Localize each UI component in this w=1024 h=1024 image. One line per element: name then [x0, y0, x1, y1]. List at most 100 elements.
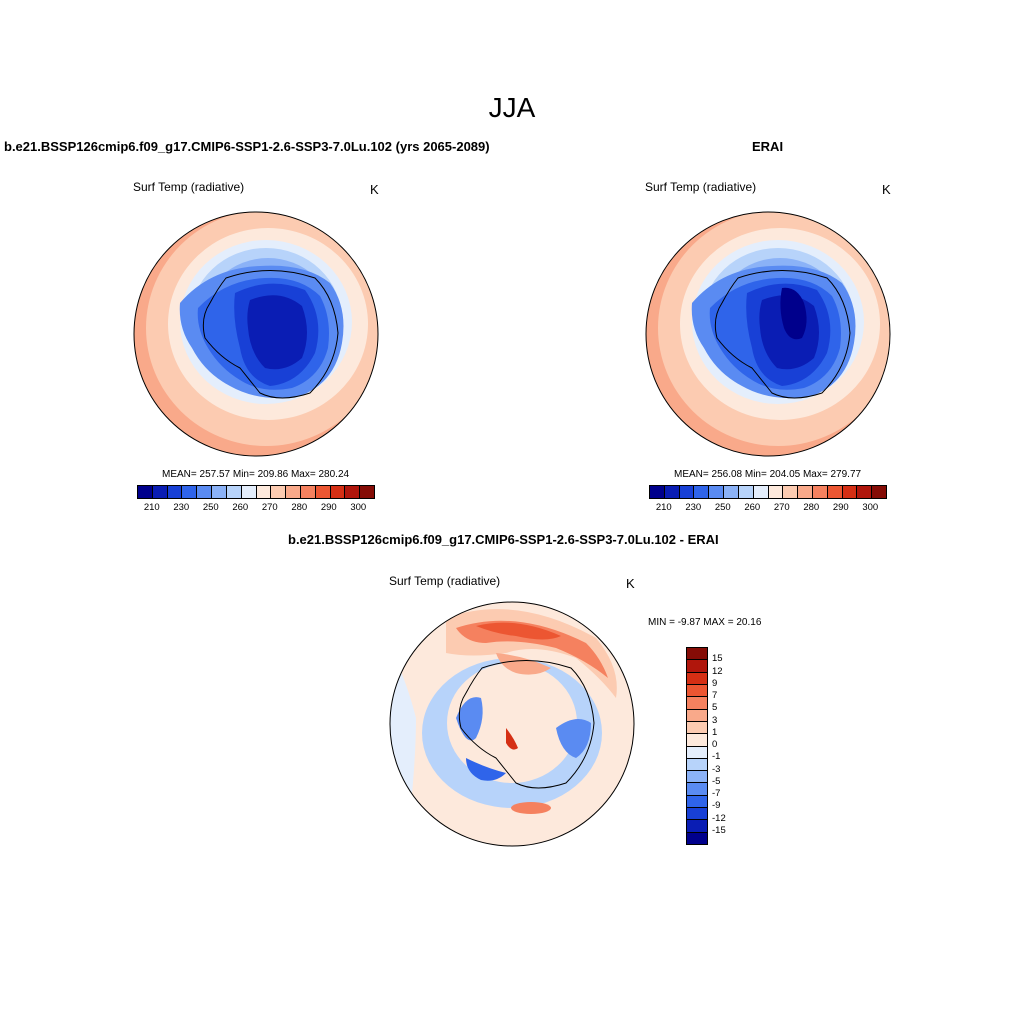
- colorbar-swatch: [286, 486, 301, 498]
- obs-variable-label: Surf Temp (radiative): [645, 180, 757, 194]
- colorbar-tick-label: 9: [712, 677, 718, 689]
- colorbar-swatch: [687, 771, 707, 784]
- diff-units-label: K: [626, 576, 635, 591]
- colorbar-swatch: [687, 746, 707, 759]
- colorbar-swatch: [687, 709, 707, 722]
- colorbar-swatch: [753, 486, 769, 498]
- colorbar-swatch: [182, 486, 198, 498]
- colorbar-swatch: [687, 648, 707, 661]
- colorbar-swatch: [687, 820, 707, 833]
- colorbar-swatch: [687, 721, 707, 735]
- colorbar-swatch: [167, 486, 183, 498]
- colorbar-tick-label: 300: [862, 502, 879, 513]
- colorbar-tick-label: 0: [712, 739, 718, 750]
- colorbar-swatch: [857, 486, 873, 498]
- colorbar-swatch: [138, 486, 153, 498]
- colorbar-tick-label: 230: [685, 502, 702, 513]
- colorbar-swatch: [768, 486, 784, 498]
- colorbar-swatch: [687, 758, 707, 772]
- colorbar-tick-label: 280: [291, 502, 308, 513]
- colorbar-swatch: [783, 486, 799, 498]
- diff-polar-map: [389, 601, 635, 847]
- colorbar-swatch: [687, 672, 707, 685]
- colorbar-swatch: [679, 486, 695, 498]
- colorbar-tick-label: 1: [712, 726, 718, 738]
- model-stats: MEAN= 257.57 Min= 209.86 Max= 280.24: [162, 469, 350, 480]
- colorbar-tick-label: -7: [712, 788, 721, 799]
- obs-colorbar: [649, 485, 887, 499]
- main-title: JJA: [488, 92, 536, 123]
- diff-variable-label: Surf Temp (radiative): [389, 574, 501, 588]
- colorbar-tick-label: 260: [744, 502, 761, 513]
- colorbar-swatch: [315, 486, 331, 498]
- colorbar-swatch: [687, 660, 707, 673]
- diff-colorbar: [686, 647, 708, 845]
- colorbar-tick-label: -5: [712, 775, 721, 787]
- colorbar-tick-label: 250: [202, 502, 219, 513]
- colorbar-swatch: [687, 832, 707, 844]
- colorbar-tick-label: 290: [320, 502, 337, 513]
- colorbar-swatch: [360, 486, 374, 498]
- colorbar-swatch: [152, 486, 168, 498]
- colorbar-swatch: [738, 486, 754, 498]
- colorbar-swatch: [241, 486, 257, 498]
- colorbar-tick-label: 250: [714, 502, 731, 513]
- obs-polar-map: [645, 211, 891, 457]
- colorbar-tick-label: 5: [712, 702, 718, 714]
- colorbar-tick-label: 210: [655, 502, 672, 513]
- colorbar-swatch: [687, 684, 707, 698]
- colorbar-tick-label: -12: [712, 812, 726, 824]
- colorbar-swatch: [687, 808, 707, 821]
- colorbar-swatch: [687, 783, 707, 796]
- model-colorbar-ticks: 210 230 250 260 270 280 290 300: [137, 502, 373, 516]
- model-panel-title: b.e21.BSSP126cmip6.f09_g17.CMIP6-SSP1-2.…: [4, 139, 490, 154]
- colorbar-tick-label: 300: [350, 502, 367, 513]
- colorbar-swatch: [330, 486, 346, 498]
- colorbar-swatch: [687, 697, 707, 710]
- colorbar-swatch: [271, 486, 287, 498]
- colorbar-swatch: [226, 486, 242, 498]
- diff-panel-title: b.e21.BSSP126cmip6.f09_g17.CMIP6-SSP1-2.…: [288, 532, 719, 547]
- colorbar-tick-label: 260: [232, 502, 249, 513]
- colorbar-swatch: [650, 486, 665, 498]
- colorbar-tick-label: 280: [803, 502, 820, 513]
- colorbar-tick-label: 270: [773, 502, 790, 513]
- colorbar-swatch: [694, 486, 710, 498]
- obs-stats: MEAN= 256.08 Min= 204.05 Max= 279.77: [674, 469, 862, 480]
- model-units-label: K: [370, 182, 379, 197]
- colorbar-tick-label: 15: [712, 653, 723, 665]
- colorbar-tick-label: 270: [261, 502, 278, 513]
- colorbar-swatch: [724, 486, 739, 498]
- obs-colorbar-ticks: 210 230 250 260 270 280 290 300: [649, 502, 885, 516]
- colorbar-swatch: [872, 486, 886, 498]
- colorbar-swatch: [300, 486, 316, 498]
- colorbar-tick-label: -9: [712, 800, 721, 812]
- colorbar-tick-label: 210: [143, 502, 160, 513]
- colorbar-tick-label: 290: [832, 502, 849, 513]
- colorbar-swatch: [256, 486, 272, 498]
- colorbar-swatch: [197, 486, 213, 498]
- colorbar-tick-label: -15: [712, 824, 726, 836]
- model-colorbar: [137, 485, 375, 499]
- colorbar-swatch: [212, 486, 227, 498]
- obs-units-label: K: [882, 182, 891, 197]
- colorbar-tick-label: -3: [712, 763, 721, 775]
- model-polar-map: [133, 211, 379, 457]
- diff-minmax: MIN = -9.87 MAX = 20.16: [648, 617, 762, 628]
- colorbar-swatch: [345, 486, 361, 498]
- colorbar-tick-label: 7: [712, 690, 718, 701]
- colorbar-tick-label: 230: [173, 502, 190, 513]
- colorbar-swatch: [687, 795, 707, 809]
- colorbar-swatch: [664, 486, 680, 498]
- colorbar-swatch: [812, 486, 828, 498]
- colorbar-swatch: [709, 486, 725, 498]
- colorbar-swatch: [798, 486, 813, 498]
- colorbar-swatch: [827, 486, 843, 498]
- colorbar-tick-label: 12: [712, 665, 723, 677]
- colorbar-tick-label: -1: [712, 751, 721, 763]
- colorbar-swatch: [687, 734, 707, 747]
- colorbar-tick-label: 3: [712, 714, 718, 726]
- diff-colorbar-ticks: 15 12 9 7 5 3 1 0 -1 -3 -5 -7 -9 -12 -15: [712, 647, 752, 843]
- colorbar-swatch: [842, 486, 858, 498]
- obs-panel-title: ERAI: [752, 139, 784, 154]
